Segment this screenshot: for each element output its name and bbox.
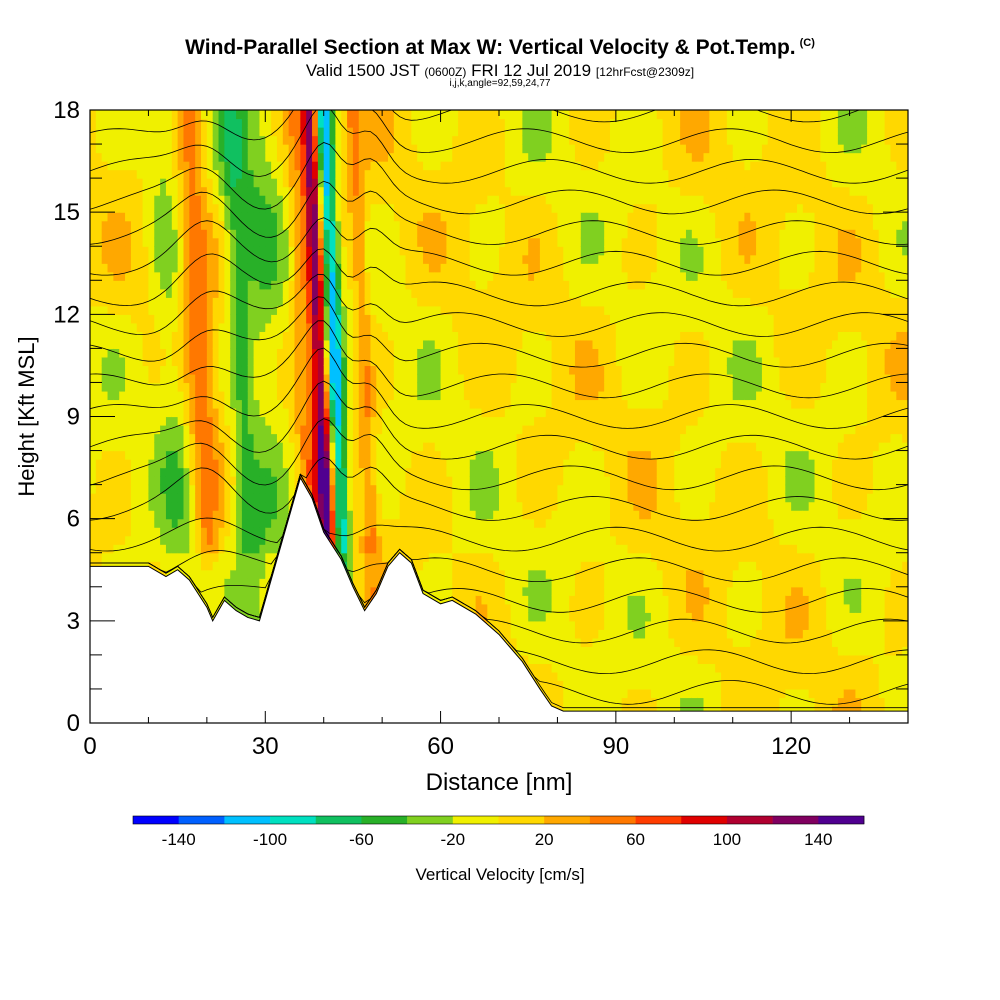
theta-contour-line	[90, 347, 908, 429]
chart-subtitle: Valid 1500 JST (0600Z) FRI 12 Jul 2019 […	[0, 61, 1000, 81]
colorbar-bin	[270, 816, 317, 824]
theta-contour-line	[90, 296, 908, 368]
y-axis-label: Height [Kft MSL]	[14, 336, 39, 496]
colorbar-label: Vertical Velocity [cm/s]	[415, 865, 585, 884]
colorbar-bin	[361, 816, 408, 824]
theta-contour-line	[90, 456, 908, 521]
theta-contour-line	[90, 248, 908, 307]
theta-contours	[90, 21, 908, 709]
y-tick-label: 12	[53, 301, 80, 328]
theta-contour-line	[90, 110, 908, 184]
theta-contour-line	[90, 320, 908, 399]
theta-contour-line	[90, 142, 908, 215]
theta-contour-line	[90, 110, 908, 154]
colorbar-tick-label: -100	[253, 830, 287, 849]
theta-contour-line	[90, 110, 908, 123]
theta-contour-line	[90, 180, 908, 245]
colorbar-bin	[544, 816, 591, 824]
chart-title-text: Wind-Parallel Section at Max W: Vertical…	[185, 36, 796, 59]
colorbar-bin	[772, 816, 819, 824]
colorbar-bin	[589, 816, 636, 824]
y-tick-label: 6	[67, 506, 80, 533]
colorbar-bin	[635, 816, 682, 824]
colorbar-bin	[133, 816, 179, 824]
axes: 0 30 60 90 120 0 3 6 9 12 15 18 Distance [nm] Height …	[14, 97, 909, 796]
theta-contour-line	[90, 273, 908, 337]
theta-contour-line	[90, 473, 908, 613]
theta-contour-line	[90, 418, 908, 491]
colorbar-bin	[452, 816, 499, 824]
theta-contour-line	[90, 217, 908, 276]
valid-date: FRI 12 Jul 2019	[471, 61, 592, 80]
x-tick-label: 0	[83, 733, 96, 760]
colorbar-bin	[681, 816, 728, 824]
theta-contour-line	[90, 21, 908, 91]
x-axis-label: Distance [nm]	[426, 769, 573, 796]
colorbar-tick-label: -60	[349, 830, 374, 849]
chart-title: Wind-Parallel Section at Max W: Vertical…	[0, 36, 1000, 60]
colorbar-tick-label: 20	[535, 830, 554, 849]
y-tick-label: 3	[67, 608, 80, 635]
theta-contour-line	[90, 473, 908, 552]
y-tick-label: 18	[53, 97, 80, 124]
colorbar-tick-label: -140	[162, 830, 196, 849]
colorbar-bin	[315, 816, 362, 824]
colorbar-tick-label: 60	[626, 830, 645, 849]
forecast-info: [12hrFcst@2309z]	[595, 65, 695, 79]
theta-contour-line	[90, 473, 908, 582]
theta-contour-line	[90, 380, 908, 460]
x-tick-label: 60	[427, 733, 454, 760]
x-tick-label: 30	[252, 733, 279, 760]
colorbar-tick-label: 140	[804, 830, 832, 849]
colorbar-bin	[726, 816, 773, 824]
colorbar-bin	[178, 816, 225, 824]
colorbar-tick-label: -20	[441, 830, 466, 849]
plot-area	[89, 21, 909, 724]
y-tick-label: 15	[53, 199, 80, 226]
x-tick-label: 120	[771, 733, 811, 760]
theta-contour-line	[90, 473, 908, 644]
copyright-tag: (C)	[799, 37, 815, 49]
colorbar-tick-label: 100	[713, 830, 741, 849]
valid-zulu: (0600Z)	[424, 65, 467, 79]
valid-time: Valid 1500 JST	[305, 61, 420, 80]
section-info: i,j,k,angle=92,59,24,77	[449, 78, 551, 89]
colorbar-bin	[407, 816, 454, 824]
colorbar-frame	[132, 815, 865, 825]
colorbar-bin	[224, 816, 271, 824]
colorbar-bin	[818, 816, 865, 824]
x-tick-label: 90	[603, 733, 630, 760]
terrain	[89, 476, 909, 724]
y-tick-label: 9	[67, 404, 80, 431]
y-tick-label: 0	[67, 710, 80, 737]
colorbar-bin	[498, 816, 545, 824]
colorbar: -140 -100 -60 -20 20 60 100 140	[132, 815, 865, 849]
